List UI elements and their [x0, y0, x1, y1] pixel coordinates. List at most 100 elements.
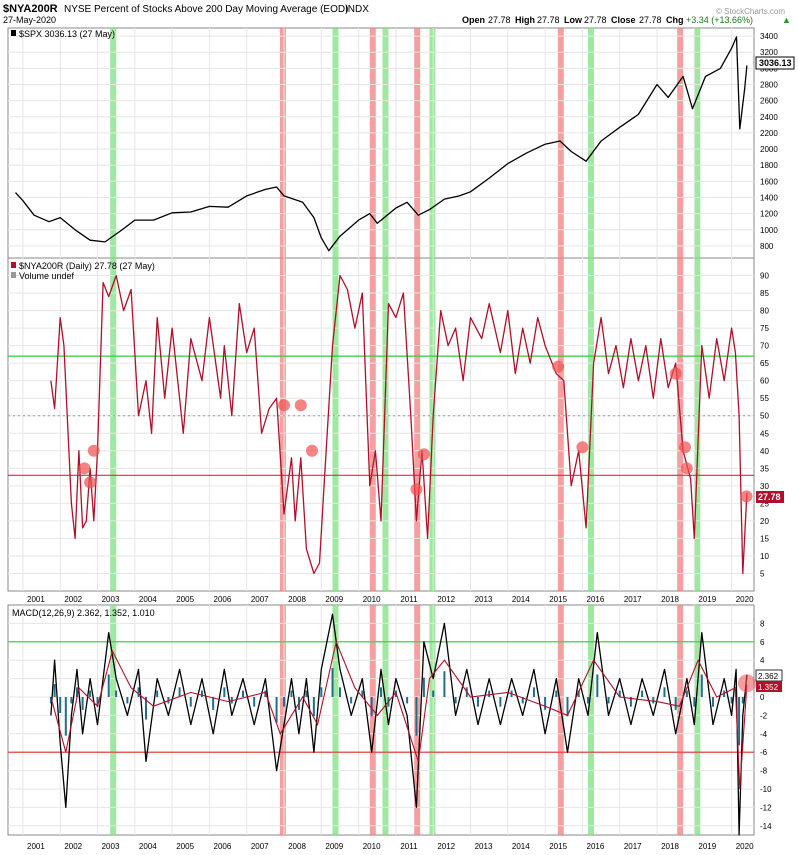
macd-line — [50, 613, 748, 836]
highlight-circle — [737, 674, 756, 693]
y-tick-label: 75 — [760, 324, 769, 333]
y-tick-label: 1200 — [760, 210, 778, 219]
y-tick-label: 80 — [760, 307, 769, 316]
highlight-circle — [78, 462, 91, 475]
y-tick-label: 20 — [760, 517, 769, 526]
close-label: Close — [611, 15, 636, 25]
y-tick-label: 65 — [760, 359, 769, 368]
highlight-circle — [417, 448, 430, 461]
low-label: Low — [564, 15, 583, 25]
highlight-circle — [87, 444, 100, 457]
red-band — [677, 28, 684, 591]
x-tick-label: 2013 — [475, 842, 493, 851]
green-band — [110, 28, 117, 591]
index-tag: INDX — [345, 4, 369, 15]
y-tick-label: 90 — [760, 272, 769, 281]
y-tick-label: 2200 — [760, 129, 778, 138]
x-tick-label: 2001 — [27, 595, 45, 604]
y-tick-label: 2600 — [760, 97, 778, 106]
red-band — [279, 28, 286, 591]
y-tick-label: 45 — [760, 429, 769, 438]
y-tick-label: 3200 — [760, 48, 778, 57]
chg-value: +3.34 (+13.66%) — [686, 15, 753, 25]
red-band — [677, 605, 684, 835]
highlight-circle — [84, 476, 97, 489]
x-tick-label: 2009 — [325, 842, 343, 851]
y-tick-label: -4 — [760, 730, 768, 739]
highlight-circle — [678, 441, 691, 454]
green-band — [110, 605, 117, 835]
y-tick-label: 10 — [760, 552, 769, 561]
y-tick-label: -10 — [760, 785, 772, 794]
high-value: 27.78 — [537, 15, 560, 25]
highlight-circle — [305, 444, 318, 457]
x-tick-label: 2003 — [102, 595, 120, 604]
highlight-circle — [669, 367, 682, 380]
highlight-bands — [110, 28, 701, 835]
y-tick-label: 1600 — [760, 177, 778, 186]
highlight-circle — [740, 490, 753, 503]
x-tick-label: 2018 — [661, 842, 679, 851]
y-tick-label: -2 — [760, 711, 768, 720]
volume-legend: Volume undef — [19, 271, 75, 281]
red-band — [414, 28, 421, 591]
green-band — [382, 605, 389, 835]
watermark: © StockCharts.com — [716, 7, 785, 16]
x-tick-label: 2019 — [698, 842, 716, 851]
y-tick-label: 50 — [760, 412, 769, 421]
green-band — [587, 28, 594, 591]
x-tick-label: 2008 — [288, 842, 306, 851]
x-tick-label: 2019 — [698, 595, 716, 604]
highlight-circle — [552, 360, 565, 373]
y-tick-label: 800 — [760, 242, 774, 251]
open-value: 27.78 — [488, 15, 511, 25]
highlight-circle — [680, 462, 693, 475]
macd-panel — [7, 604, 755, 836]
x-tick-label: 2014 — [512, 595, 530, 604]
y-tick-label: -14 — [760, 822, 772, 831]
x-tick-label: 2008 — [288, 595, 306, 604]
y-tick-label: 1800 — [760, 161, 778, 170]
x-tick-label: 2020 — [736, 595, 754, 604]
x-tick-label: 2007 — [251, 595, 269, 604]
signal-last-value: 1.352 — [758, 683, 779, 692]
x-tick-label: 2006 — [214, 595, 232, 604]
y-tick-label: 3400 — [760, 32, 778, 41]
nya-legend: $NYA200R (Daily) 27.78 (27 May) — [19, 261, 155, 271]
red-band — [369, 28, 376, 591]
x-tick-label: 2002 — [64, 842, 82, 851]
green-band — [429, 28, 436, 591]
x-tick-label: 2010 — [363, 842, 381, 851]
x-tick-label: 2016 — [587, 595, 605, 604]
y-tick-label: 40 — [760, 447, 769, 456]
green-band — [332, 605, 339, 835]
reference-lines — [8, 355, 754, 753]
y-tick-label: 2400 — [760, 113, 778, 122]
y-tick-label: -8 — [760, 767, 768, 776]
y-tick-label: 30 — [760, 482, 769, 491]
green-band — [694, 605, 701, 835]
y-tick-label: 60 — [760, 377, 769, 386]
spx-line — [15, 36, 748, 252]
x-tick-label: 2014 — [512, 842, 530, 851]
close-value: 27.78 — [639, 15, 662, 25]
y-tick-label: 2000 — [760, 145, 778, 154]
y-tick-label: 15 — [760, 534, 769, 543]
symbol-description: NYSE Percent of Stocks Above 200 Day Mov… — [64, 4, 348, 15]
breadth-panel — [7, 257, 755, 592]
y-tick-label: -6 — [760, 748, 768, 757]
y-tick-label: 1400 — [760, 193, 778, 202]
y-tick-label: 8 — [760, 619, 765, 628]
volume-legend-swatch — [11, 272, 16, 278]
y-tick-label: 70 — [760, 342, 769, 351]
nya-last-badge — [756, 491, 784, 503]
chg-label: Chg — [666, 15, 684, 25]
x-tick-label: 2004 — [139, 842, 157, 851]
red-band — [369, 605, 376, 835]
x-tick-label: 2020 — [736, 842, 754, 851]
x-tick-label: 2017 — [624, 842, 642, 851]
spx-legend: $SPX 3036.13 (27 May) — [19, 29, 115, 39]
nya-legend-swatch — [11, 262, 16, 268]
highlight-circle — [410, 483, 423, 496]
nya200r-line — [50, 274, 748, 575]
